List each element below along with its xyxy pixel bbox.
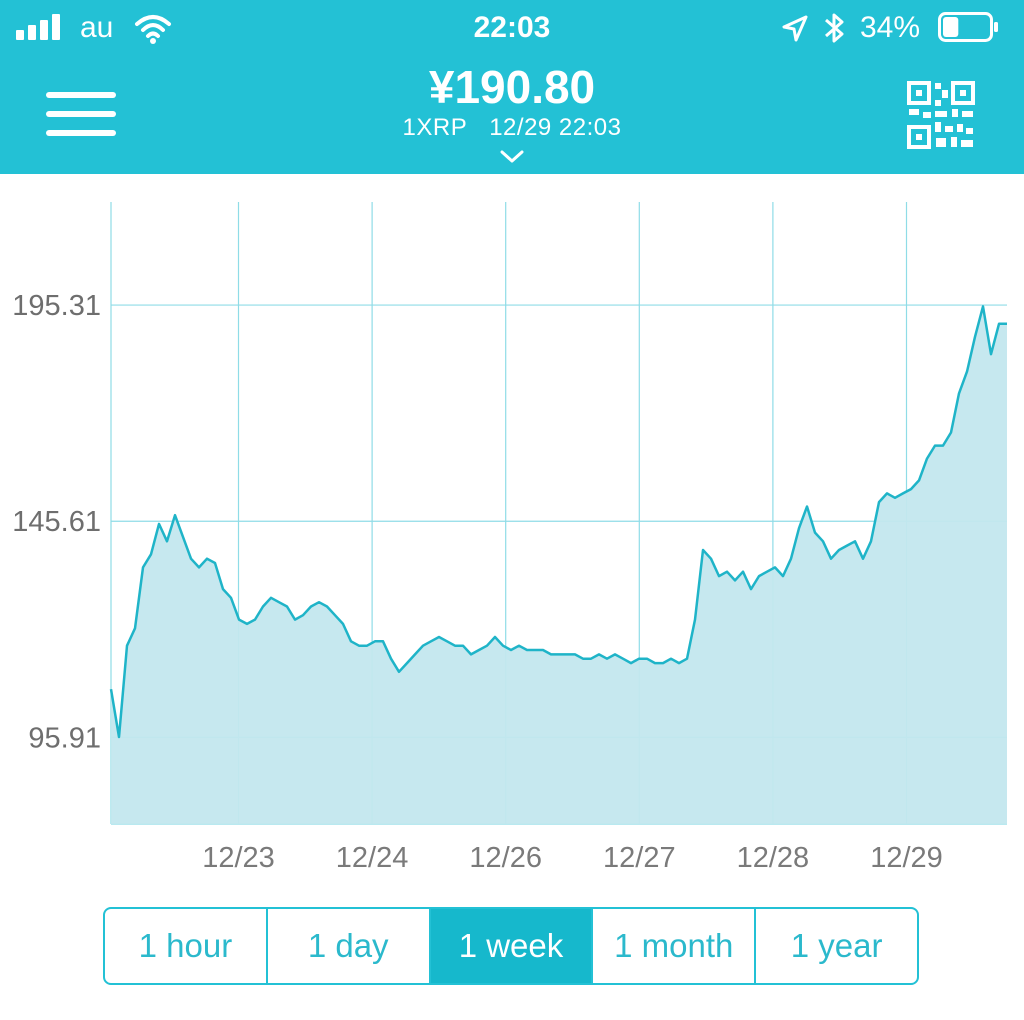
- y-tick-label: 195.31: [12, 290, 101, 322]
- x-tick-label: 12/23: [202, 842, 275, 874]
- battery-percentage: 34%: [860, 11, 921, 44]
- range-button-1-month[interactable]: 1 month: [593, 909, 757, 983]
- range-button-1-week[interactable]: 1 week: [430, 909, 594, 983]
- signal-strength-icon: [16, 14, 64, 40]
- x-tick-label: 12/27: [603, 842, 676, 874]
- carrier-name: au: [80, 11, 114, 44]
- hamburger-menu-icon[interactable]: [46, 92, 116, 136]
- time-range-selector: 1 hour 1 day 1 week 1 month 1 year: [103, 907, 919, 985]
- range-button-1-hour[interactable]: 1 hour: [105, 909, 268, 983]
- app-header: au 22:03 34% ¥190.80 1XRP 12/29 22:03: [0, 0, 1024, 174]
- current-price: ¥190.80: [428, 61, 596, 113]
- x-tick-label: 12/24: [336, 842, 409, 874]
- bluetooth-icon: [825, 13, 844, 43]
- price-area-fill: [111, 306, 1007, 824]
- range-button-1-year[interactable]: 1 year: [790, 927, 883, 964]
- y-tick-label: 145.61: [12, 506, 101, 538]
- price-chart[interactable]: 195.31 145.61 95.91 12/23 12/24 12/26 12/27 12…: [0, 174, 1024, 894]
- y-tick-label: 95.91: [28, 722, 101, 754]
- location-arrow-icon: [782, 15, 808, 42]
- range-button-1-day[interactable]: 1 day: [268, 909, 431, 983]
- chevron-down-icon[interactable]: [500, 150, 524, 164]
- battery-icon: [938, 12, 998, 42]
- x-tick-label: 12/28: [737, 842, 810, 874]
- qr-code-icon[interactable]: [906, 80, 976, 150]
- x-tick-label: 12/26: [469, 842, 542, 874]
- price-unit: 1XRP: [402, 114, 468, 141]
- x-tick-label: 12/29: [870, 842, 943, 874]
- price-line: [109, 305, 1007, 739]
- wifi-icon: [135, 15, 171, 44]
- status-time: 22:03: [473, 11, 551, 44]
- price-subtitle: 1XRP 12/29 22:03: [0, 114, 1024, 142]
- price-timestamp: 12/29 22:03: [489, 114, 622, 141]
